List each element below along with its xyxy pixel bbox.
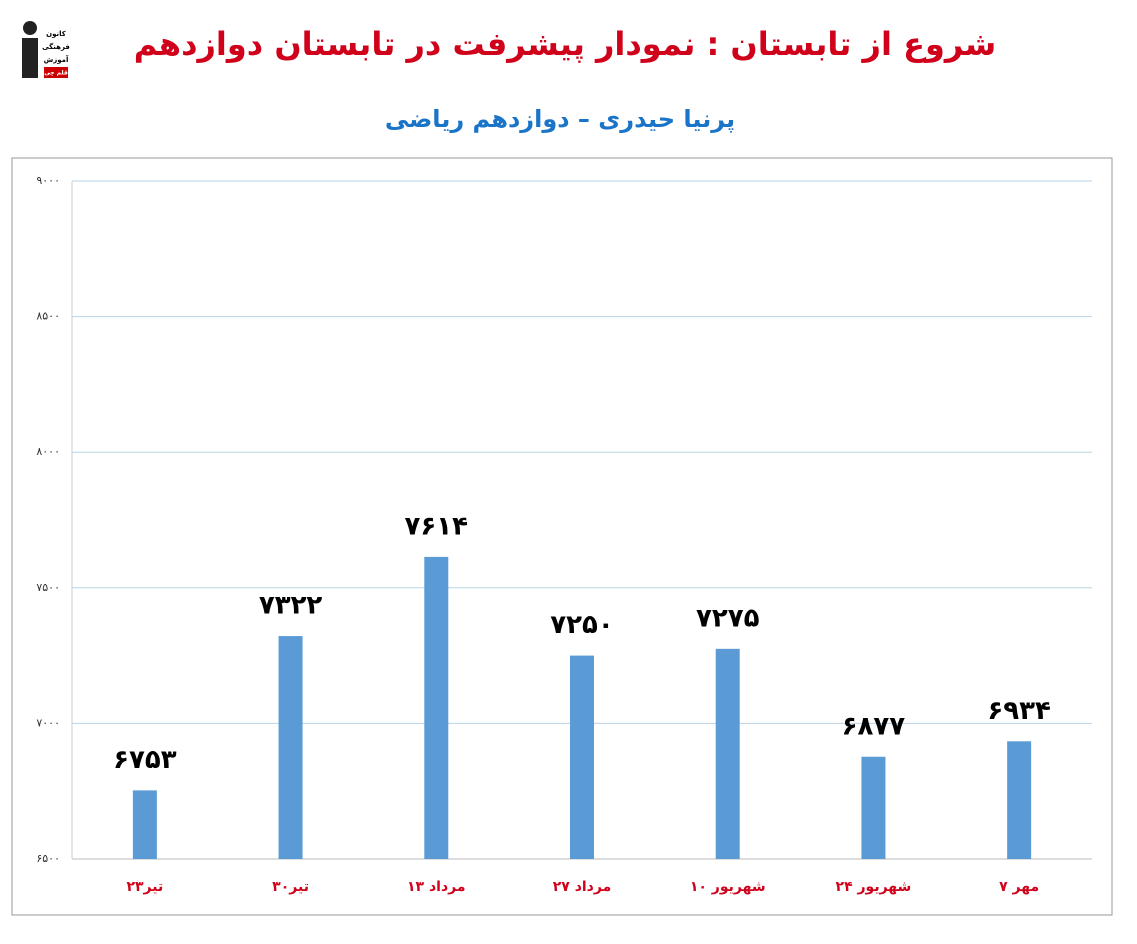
- chart-subtitle: پرنیا حیدری – دوازدهم ریاضی: [385, 105, 735, 133]
- chart-frame: [11, 157, 1113, 916]
- logo-figure: [22, 38, 38, 78]
- y-tick-label: ۷۰۰۰: [36, 716, 60, 729]
- x-tick-label: ۱۳ مرداد: [407, 879, 466, 895]
- bar: [861, 756, 886, 859]
- x-tick-label: ۱۰ شهریور: [690, 879, 766, 895]
- bar: [1007, 741, 1032, 859]
- data-label: ۷۳۲۲: [259, 591, 323, 621]
- x-tick-label: ۷ مهر: [999, 879, 1039, 895]
- bar: [570, 655, 594, 859]
- logo-text: کانون: [46, 30, 67, 38]
- chart-title: شروع از تابستان : نمودار پیشرفت در تابست…: [134, 25, 996, 63]
- logo-text: قلم چی: [44, 70, 68, 77]
- logo-text: فرهنگی: [42, 42, 70, 51]
- bar: [278, 636, 303, 859]
- x-tick-label: ۲۳تیر: [126, 879, 163, 895]
- data-label: ۷۲۵۰: [550, 610, 613, 640]
- data-label: ۶۹۳۴: [987, 696, 1050, 726]
- y-tick-label: ۶۵۰۰: [36, 852, 60, 865]
- bar: [715, 648, 740, 859]
- x-tick-label: ۲۴ شهریور: [836, 879, 912, 895]
- y-tick-label: ۹۰۰۰: [36, 174, 60, 187]
- logo-badge: [44, 67, 68, 78]
- logo: کانون فرهنگی آموزش قلم چی: [22, 21, 70, 78]
- x-tick-label: ۳۰تیر: [272, 879, 309, 895]
- y-tick-label: ۸۵۰۰: [36, 310, 60, 323]
- data-label: ۶۸۷۷: [842, 711, 906, 741]
- y-tick-label: ۸۰۰۰: [36, 445, 60, 458]
- x-tick-label: ۲۷ مرداد: [553, 879, 612, 895]
- logo-text: آموزش: [44, 55, 69, 64]
- bar: [132, 790, 157, 859]
- bar: [424, 556, 449, 859]
- data-label: ۷۲۷۵: [696, 603, 760, 633]
- data-label: ۷۶۱۴: [405, 511, 468, 541]
- y-tick-label: ۷۵۰۰: [36, 581, 60, 594]
- data-label: ۶۷۵۳: [113, 745, 177, 775]
- logo-head: [23, 21, 37, 35]
